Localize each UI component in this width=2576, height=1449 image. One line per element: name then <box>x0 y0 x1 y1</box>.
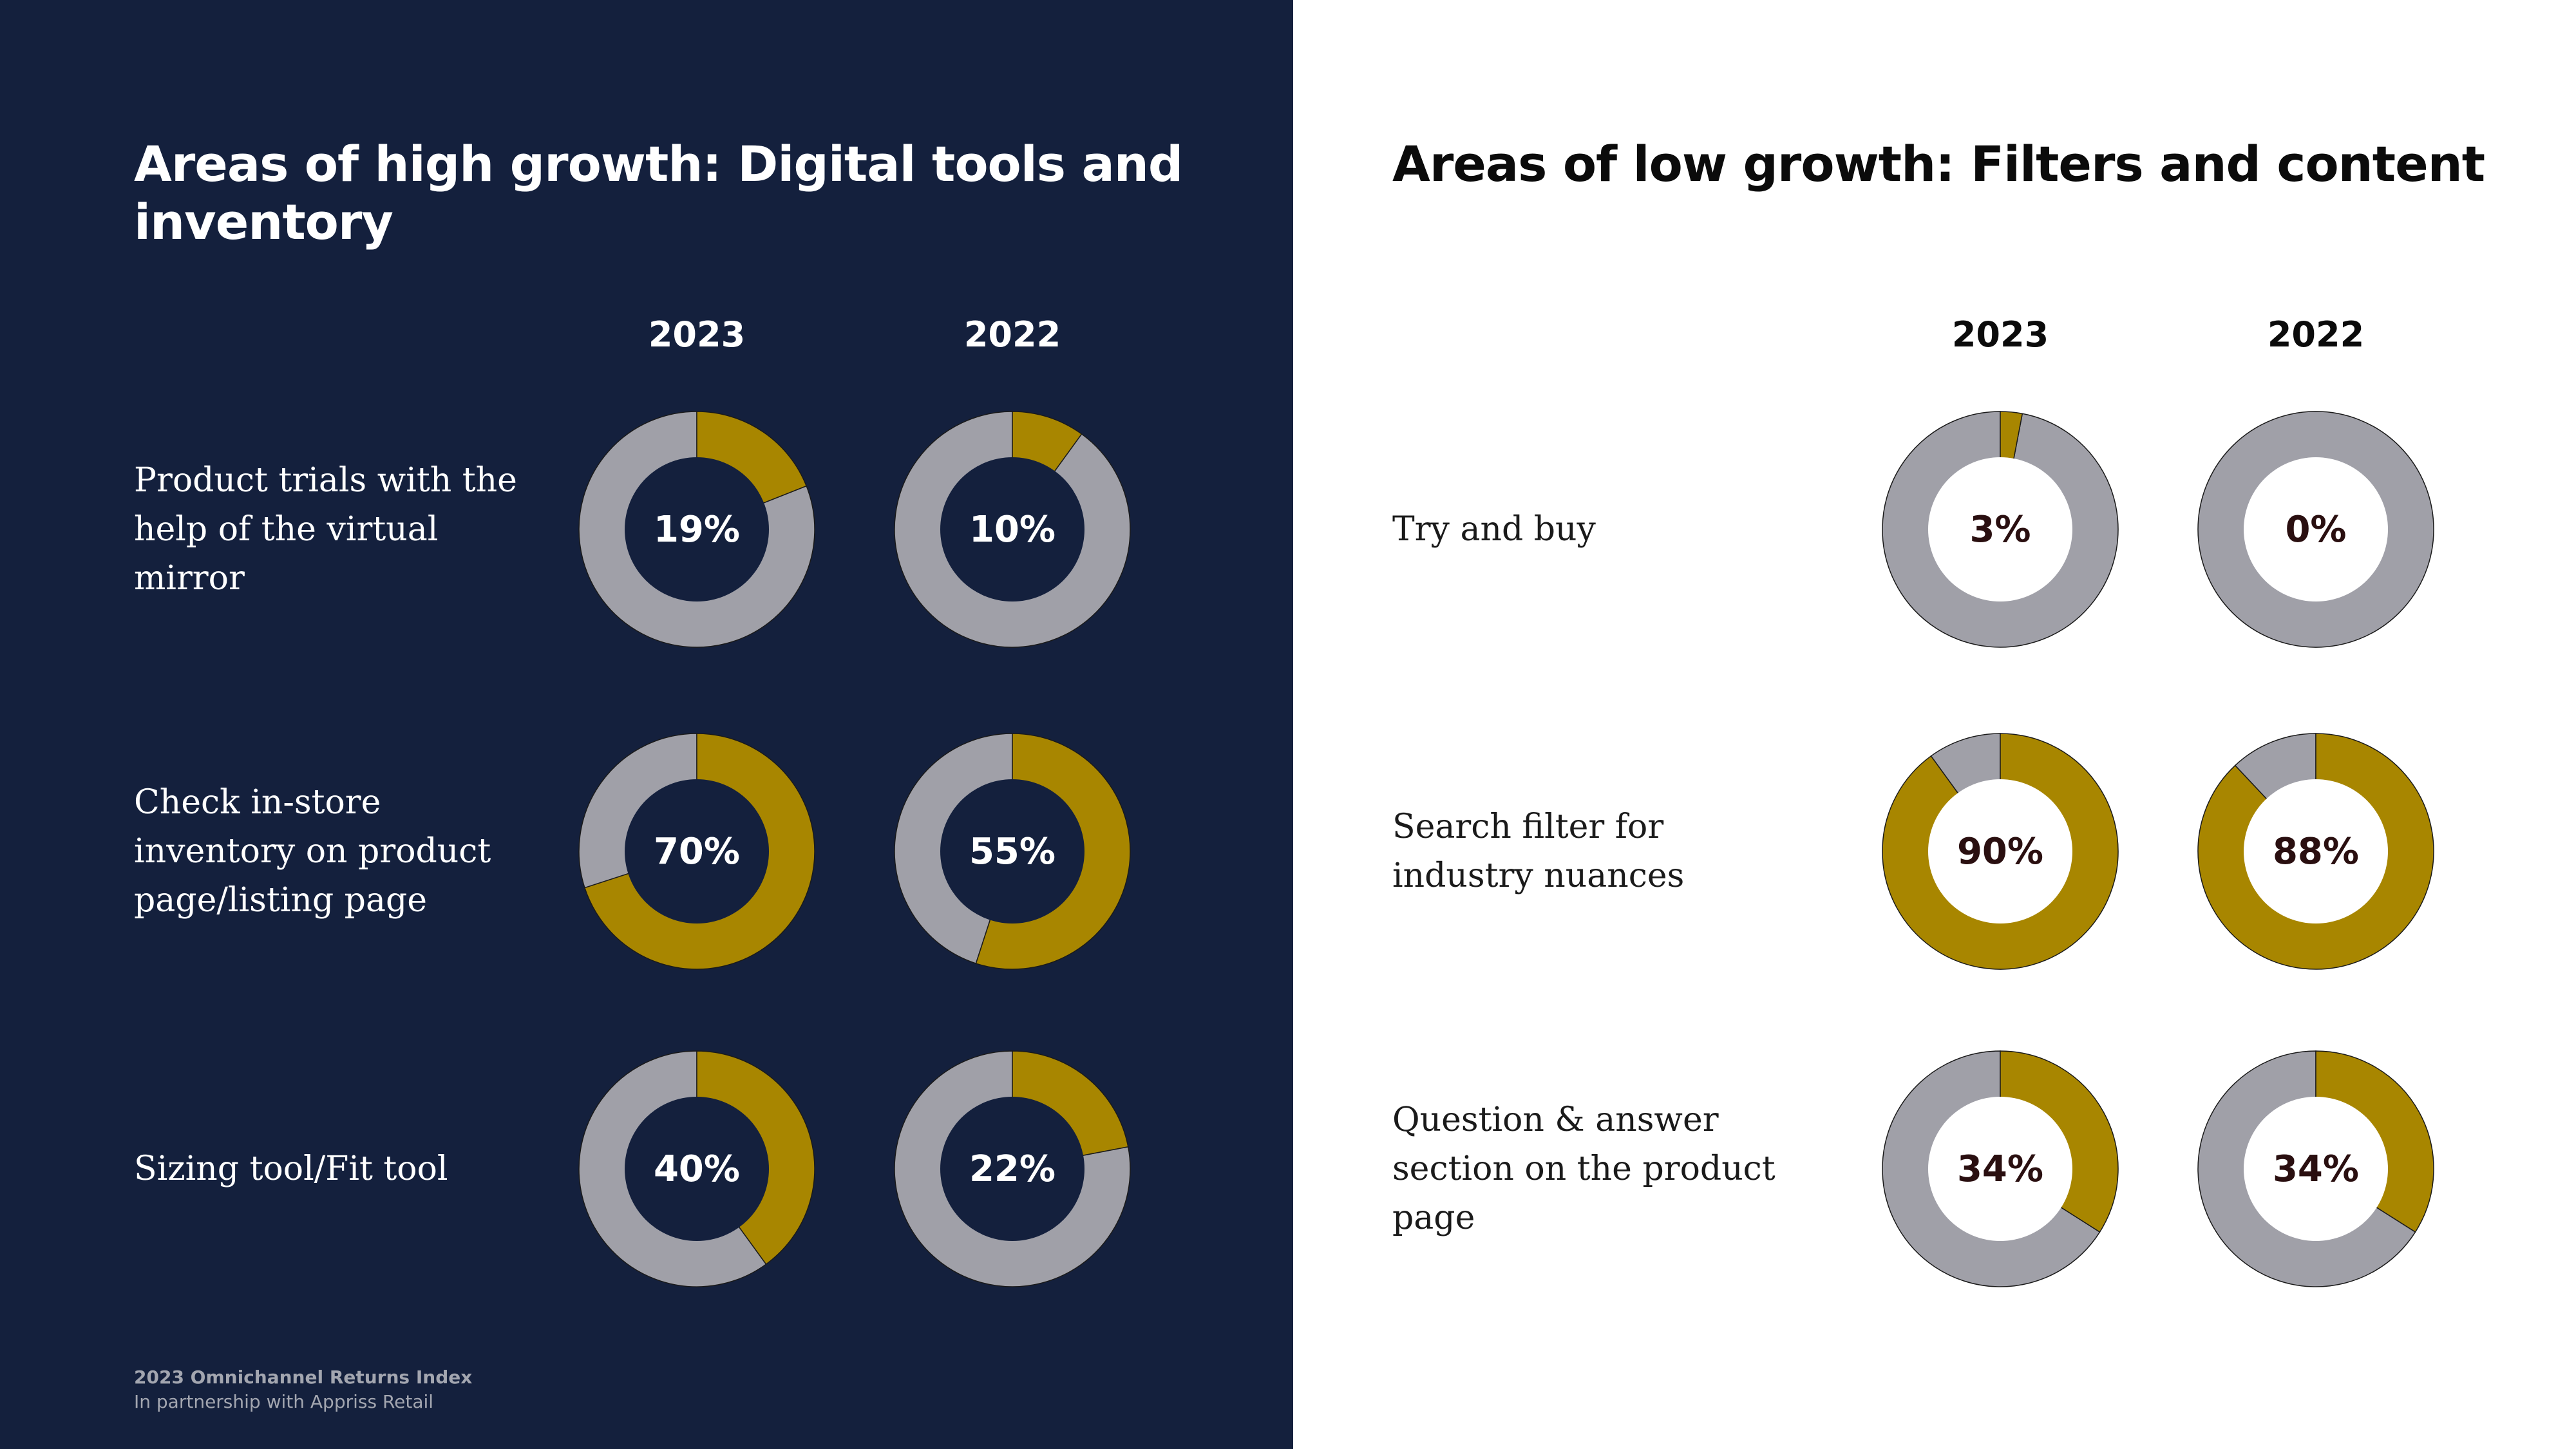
donut-try-and-buy-2022: 0% <box>2197 410 2435 649</box>
donut-try-and-buy-2023: 3% <box>1881 410 2119 649</box>
donut-hole <box>1928 457 2072 601</box>
donut-value-label: 3% <box>1969 508 2031 551</box>
donut-hole <box>625 457 769 601</box>
donut-hole <box>940 779 1084 923</box>
row-label-virtual-mirror: Product trials with the help of the virt… <box>134 461 517 598</box>
row-label-sizing-tool: Sizing tool/Fit tool <box>134 1150 448 1188</box>
donut-virtual-mirror-2022: 10% <box>893 410 1132 649</box>
footer-partnership: In partnership with Appriss Retail <box>134 1391 434 1412</box>
donut-value-label: 0% <box>2285 508 2347 551</box>
donut-hole <box>940 457 1084 601</box>
donut-value-label: 34% <box>2272 1148 2360 1190</box>
footer-report-name: 2023 Omnichannel Returns Index <box>134 1367 473 1388</box>
donut-value-label: 22% <box>969 1148 1056 1190</box>
low-growth-year-2023: 2023 <box>1951 314 2049 355</box>
high-growth-year-2023: 2023 <box>648 314 746 355</box>
row-label-search-filter: Search filter for industry nuances <box>1392 808 1685 895</box>
donut-value-label: 70% <box>653 830 741 873</box>
high-growth-title: Areas of high growth: Digital tools and … <box>134 135 1183 251</box>
donut-hole <box>2244 457 2388 601</box>
donut-question-answer-2023: 34% <box>1881 1050 2119 1288</box>
low-growth-title: Areas of low growth: Filters and content <box>1392 135 2485 193</box>
donut-search-filter-2023: 90% <box>1881 732 2119 971</box>
donut-hole <box>625 1097 769 1241</box>
donut-remainder-segment <box>894 1050 1131 1287</box>
donut-in-store-inventory-2022: 55% <box>893 732 1132 971</box>
donut-hole <box>1928 779 2072 923</box>
donut-hole <box>2244 779 2388 923</box>
donut-value-label: 40% <box>653 1148 741 1190</box>
row-label-in-store-inventory: Check in-store inventory on product page… <box>134 783 491 920</box>
donut-hole <box>625 779 769 923</box>
row-label-try-and-buy: Try and buy <box>1392 510 1596 549</box>
high-growth-panel: Areas of high growth: Digital tools and … <box>0 0 1293 1449</box>
low-growth-panel: Areas of low growth: Filters and content… <box>1293 0 2576 1449</box>
donut-value-label: 19% <box>653 508 741 551</box>
footer: 2023 Omnichannel Returns Index In partne… <box>134 1365 472 1414</box>
donut-hole <box>1928 1097 2072 1241</box>
high-growth-year-2022: 2022 <box>963 314 1061 355</box>
donut-sizing-tool-2022: 22% <box>893 1050 1132 1288</box>
donut-sizing-tool-2023: 40% <box>578 1050 816 1288</box>
donut-value-label: 55% <box>969 830 1056 873</box>
donut-in-store-inventory-2023: 70% <box>578 732 816 971</box>
donut-question-answer-2022: 34% <box>2197 1050 2435 1288</box>
donut-value-label: 90% <box>1956 830 2044 873</box>
donut-search-filter-2022: 88% <box>2197 732 2435 971</box>
donut-hole <box>940 1097 1084 1241</box>
donut-value-label: 34% <box>1956 1148 2044 1190</box>
donut-remainder-segment <box>578 411 815 648</box>
low-growth-year-2022: 2022 <box>2267 314 2365 355</box>
donut-hole <box>2244 1097 2388 1241</box>
donut-virtual-mirror-2023: 19% <box>578 410 816 649</box>
donut-value-label: 10% <box>969 508 1056 551</box>
donut-value-label: 88% <box>2272 830 2360 873</box>
row-label-question-answer: Question & answer section on the product… <box>1392 1101 1776 1237</box>
